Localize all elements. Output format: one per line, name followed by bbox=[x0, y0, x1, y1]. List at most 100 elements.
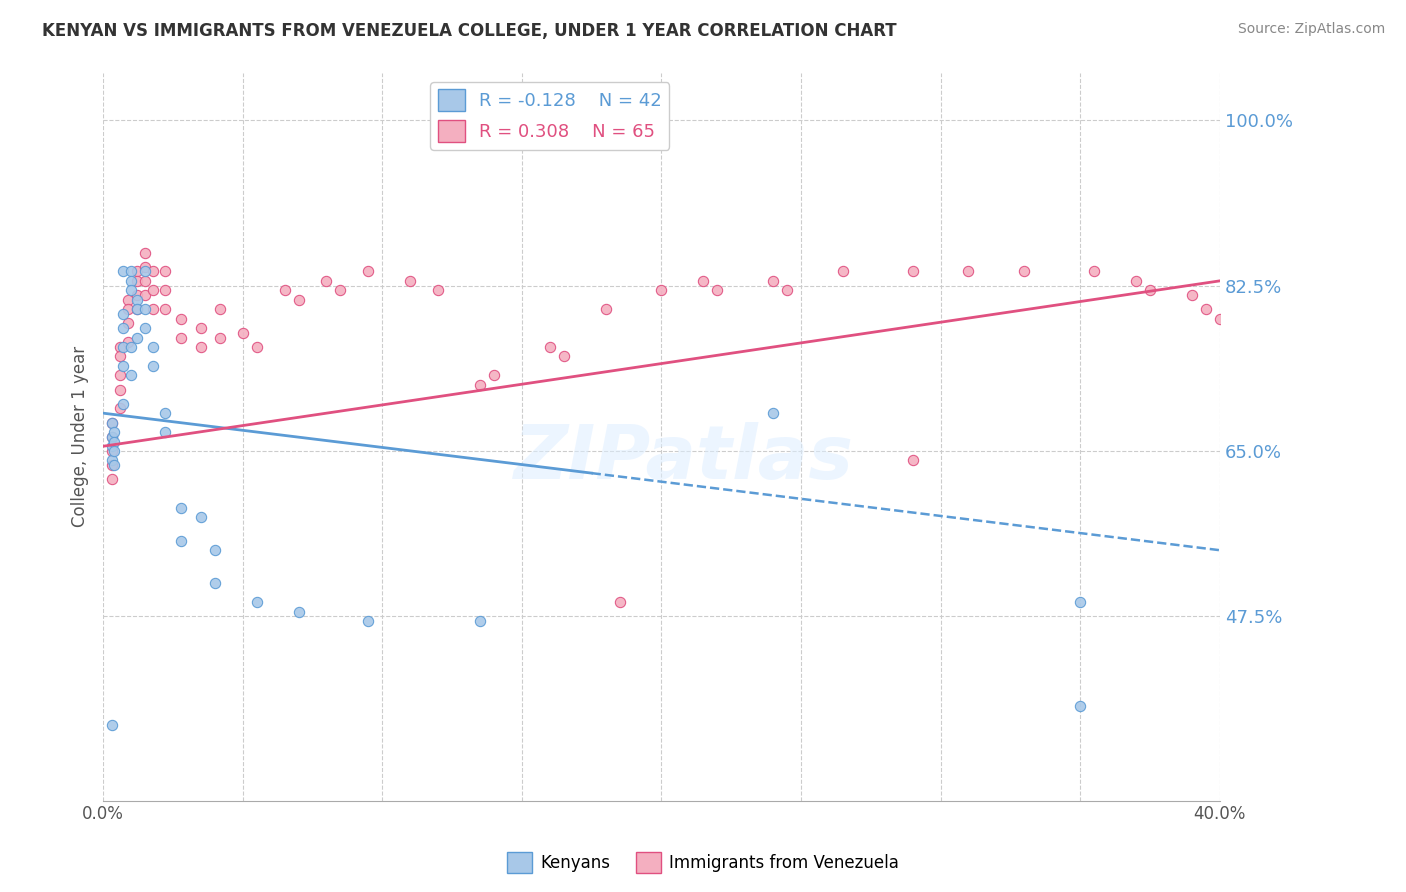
Point bbox=[831, 264, 853, 278]
Point bbox=[1083, 264, 1105, 278]
Point bbox=[125, 274, 148, 288]
Point bbox=[111, 307, 134, 321]
Point bbox=[357, 614, 380, 628]
Point bbox=[134, 260, 156, 274]
Text: ZIPatlas: ZIPatlas bbox=[513, 422, 853, 495]
Point bbox=[595, 302, 617, 317]
Point bbox=[170, 330, 193, 344]
Point bbox=[100, 439, 122, 453]
Point bbox=[399, 274, 422, 288]
Point bbox=[1014, 264, 1036, 278]
Point bbox=[142, 264, 165, 278]
Point bbox=[692, 274, 714, 288]
Point bbox=[125, 302, 148, 317]
Point bbox=[100, 444, 122, 458]
Point bbox=[125, 330, 148, 344]
Legend: Kenyans, Immigrants from Venezuela: Kenyans, Immigrants from Venezuela bbox=[501, 846, 905, 880]
Point bbox=[108, 401, 131, 416]
Point bbox=[100, 430, 122, 444]
Point bbox=[117, 302, 139, 317]
Point bbox=[1209, 311, 1232, 326]
Point bbox=[108, 340, 131, 354]
Point bbox=[103, 425, 125, 439]
Point bbox=[190, 340, 212, 354]
Point bbox=[134, 288, 156, 302]
Point bbox=[538, 340, 561, 354]
Point bbox=[120, 368, 142, 383]
Point bbox=[232, 326, 254, 340]
Point bbox=[108, 368, 131, 383]
Point bbox=[111, 340, 134, 354]
Point bbox=[170, 500, 193, 515]
Point bbox=[427, 283, 450, 297]
Text: Source: ZipAtlas.com: Source: ZipAtlas.com bbox=[1237, 22, 1385, 37]
Point bbox=[190, 510, 212, 524]
Point bbox=[153, 283, 176, 297]
Point bbox=[706, 283, 728, 297]
Point bbox=[125, 288, 148, 302]
Point bbox=[108, 383, 131, 397]
Point bbox=[204, 543, 226, 558]
Point bbox=[120, 283, 142, 297]
Point bbox=[111, 264, 134, 278]
Point bbox=[1069, 699, 1091, 714]
Point bbox=[111, 321, 134, 335]
Point bbox=[100, 453, 122, 467]
Point bbox=[204, 576, 226, 591]
Point bbox=[125, 302, 148, 317]
Point bbox=[134, 302, 156, 317]
Point bbox=[100, 458, 122, 472]
Y-axis label: College, Under 1 year: College, Under 1 year bbox=[72, 346, 89, 527]
Point bbox=[553, 350, 575, 364]
Point bbox=[315, 274, 337, 288]
Point bbox=[957, 264, 980, 278]
Point bbox=[153, 264, 176, 278]
Point bbox=[100, 430, 122, 444]
Point bbox=[134, 274, 156, 288]
Point bbox=[100, 416, 122, 430]
Point bbox=[209, 330, 232, 344]
Point bbox=[100, 472, 122, 486]
Point bbox=[273, 283, 295, 297]
Point bbox=[100, 416, 122, 430]
Point bbox=[117, 335, 139, 350]
Point bbox=[357, 264, 380, 278]
Point bbox=[153, 406, 176, 420]
Point bbox=[134, 264, 156, 278]
Text: KENYAN VS IMMIGRANTS FROM VENEZUELA COLLEGE, UNDER 1 YEAR CORRELATION CHART: KENYAN VS IMMIGRANTS FROM VENEZUELA COLL… bbox=[42, 22, 897, 40]
Point bbox=[468, 377, 491, 392]
Point bbox=[142, 302, 165, 317]
Point bbox=[1181, 288, 1204, 302]
Point bbox=[329, 283, 352, 297]
Point bbox=[650, 283, 672, 297]
Point bbox=[246, 340, 269, 354]
Point bbox=[117, 317, 139, 331]
Point bbox=[134, 245, 156, 260]
Point bbox=[120, 274, 142, 288]
Point bbox=[142, 359, 165, 373]
Point bbox=[153, 302, 176, 317]
Point bbox=[103, 434, 125, 449]
Point bbox=[108, 350, 131, 364]
Point bbox=[120, 340, 142, 354]
Point bbox=[482, 368, 505, 383]
Point bbox=[153, 425, 176, 439]
Point bbox=[142, 340, 165, 354]
Point bbox=[170, 311, 193, 326]
Point bbox=[1125, 274, 1147, 288]
Point bbox=[901, 264, 924, 278]
Point bbox=[776, 283, 799, 297]
Point bbox=[287, 293, 309, 307]
Point bbox=[209, 302, 232, 317]
Point bbox=[111, 359, 134, 373]
Point bbox=[142, 283, 165, 297]
Point bbox=[103, 444, 125, 458]
Point bbox=[117, 293, 139, 307]
Point bbox=[125, 293, 148, 307]
Point bbox=[287, 605, 309, 619]
Point bbox=[609, 595, 631, 609]
Point bbox=[170, 533, 193, 548]
Point bbox=[246, 595, 269, 609]
Point bbox=[1139, 283, 1161, 297]
Point bbox=[901, 453, 924, 467]
